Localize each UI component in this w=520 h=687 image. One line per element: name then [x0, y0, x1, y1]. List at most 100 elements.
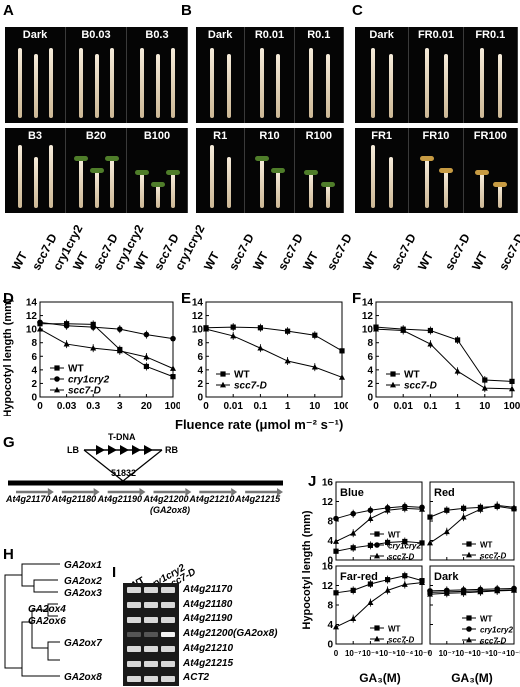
series-scc7-D	[37, 325, 176, 373]
data-point	[511, 587, 517, 593]
y-tick-label: 6	[367, 352, 373, 363]
gel-gene-label: At4g21170	[183, 584, 233, 595]
gel-gene-label: At4g21190	[183, 613, 233, 625]
legend-label: scc7-D	[68, 386, 101, 397]
y-tick-label: 2	[31, 379, 37, 390]
seedling	[226, 54, 231, 118]
series-scc7-D	[427, 501, 517, 547]
gene-name: At4g21190	[97, 494, 143, 504]
data-point	[350, 587, 356, 593]
seedling	[33, 157, 38, 208]
gel-band	[127, 602, 141, 608]
seedling	[140, 48, 145, 118]
data-point	[350, 510, 356, 517]
gel-band	[127, 631, 141, 638]
tdna-arrow	[120, 445, 129, 455]
plot-frame	[375, 301, 513, 398]
series-line	[335, 575, 423, 594]
y-tick-label: 0	[197, 393, 203, 404]
gel-band	[161, 587, 175, 594]
data-point	[339, 374, 345, 380]
gel-band	[161, 646, 175, 653]
seedling	[325, 54, 330, 118]
x-tick-label: 1	[285, 401, 291, 412]
series-line	[429, 589, 515, 595]
x-tick-label: 10	[479, 401, 491, 412]
data-point	[257, 344, 264, 351]
gel-band	[161, 602, 175, 608]
cotyledon	[135, 170, 150, 175]
series-WT	[203, 323, 345, 355]
ga2ox8-note: (GA2ox8)	[150, 505, 191, 515]
seedling	[33, 54, 38, 118]
series-WT	[333, 571, 425, 597]
data-point	[443, 528, 450, 535]
legend-marker	[374, 635, 380, 642]
y-tick-label: 0	[327, 556, 333, 567]
data-point	[384, 587, 391, 593]
gel-band	[127, 660, 141, 667]
rb-label: RB	[165, 445, 178, 455]
x-tick-label: 0.3	[86, 401, 100, 412]
legend-label: WT	[388, 625, 401, 634]
x-tick-label: 10⁻⁷	[439, 649, 455, 658]
genotype-label: scc7-D	[496, 231, 520, 273]
gel-gene-label: ACT2	[183, 672, 210, 684]
data-point	[460, 513, 467, 520]
condition-label: R0.01	[254, 29, 285, 41]
seedling	[155, 54, 160, 118]
genotype-label: WT	[70, 249, 92, 273]
data-point	[116, 347, 123, 354]
y-axis-label: Hypocotyl length (mm)	[301, 510, 313, 630]
genotype-label: WT	[299, 249, 321, 273]
data-point	[230, 332, 237, 339]
legend-label: WT	[480, 615, 493, 624]
gel-band	[127, 587, 141, 594]
data-point	[460, 589, 467, 596]
panel-letter-h: H	[3, 546, 14, 563]
x-tick-label: 0	[37, 401, 43, 412]
panel-letter-a: A	[3, 2, 14, 19]
data-point	[402, 573, 408, 579]
photo-cell: Dark	[5, 27, 66, 123]
genotype-label: scc7-D	[324, 231, 356, 273]
y-tick-label: 12	[192, 311, 204, 322]
x-tick-label: 10⁻⁴	[396, 649, 413, 658]
legend-label: scc7-D	[234, 381, 267, 392]
data-point	[90, 344, 97, 351]
legend-label: WT	[68, 364, 84, 375]
seedling	[109, 48, 114, 118]
condition-label: R1	[213, 130, 228, 142]
x-tick-label: 10⁻⁵	[472, 649, 489, 658]
photo-row-b-1: R1 R10 R100	[196, 128, 344, 213]
tree-leaf-label: GA2ox4	[28, 604, 66, 615]
seedling	[94, 171, 99, 208]
y-tick-label: 14	[362, 298, 374, 309]
seedling	[309, 48, 314, 118]
x-tick-label: 100	[504, 401, 520, 412]
data-point	[367, 507, 374, 514]
x-axis-label-left: GA₃(M)	[359, 671, 401, 685]
photo-cell: Dark	[355, 27, 410, 123]
gel-gene-label: At4g21210	[183, 642, 234, 654]
chart-title: Dark	[434, 571, 459, 583]
data-point	[419, 540, 425, 546]
gene-map	[8, 445, 283, 496]
tree-leaf-label: GA2ox7	[64, 638, 102, 649]
series-line	[39, 321, 174, 340]
condition-label: FR0.1	[475, 29, 506, 41]
data-point	[401, 505, 408, 511]
data-point	[427, 340, 434, 347]
series-line	[39, 328, 174, 369]
cotyledon	[271, 168, 286, 173]
tdna-arrow	[144, 445, 153, 455]
legend-marker	[466, 541, 472, 547]
genotype-label: WT	[131, 249, 153, 273]
cotyledon	[165, 170, 180, 175]
series-WT	[427, 502, 517, 522]
gene-arrowhead	[185, 488, 192, 496]
photo-row-c-0: Dark FR0.01 FR0.1	[355, 27, 518, 123]
series-scc7-D	[333, 504, 425, 546]
legend-marker	[466, 551, 472, 558]
x-tick-label: 10⁻³	[506, 649, 520, 658]
